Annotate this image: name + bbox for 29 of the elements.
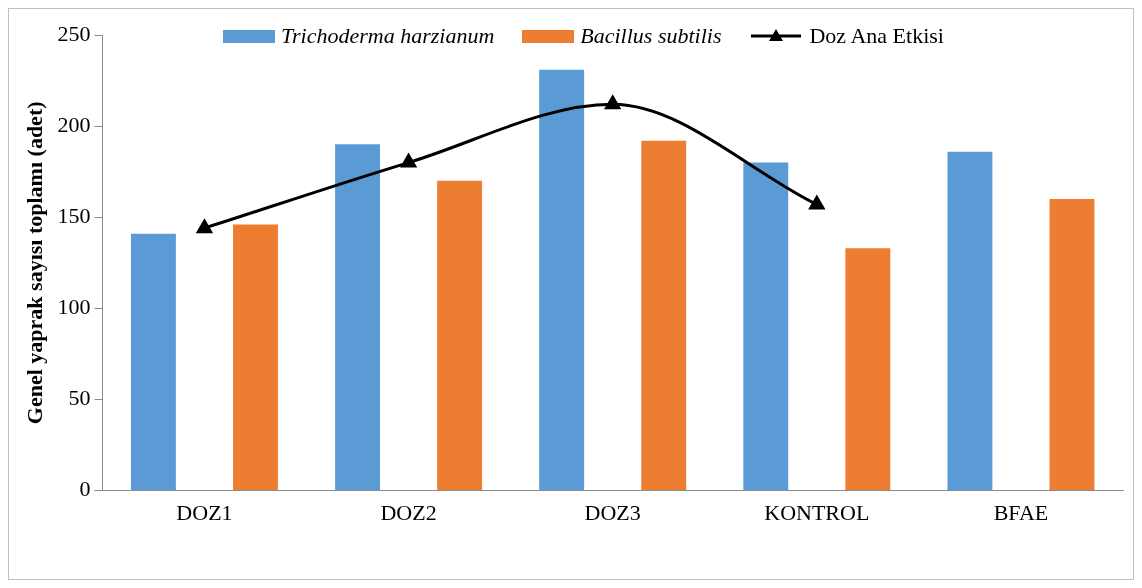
y-tick-label: 150 <box>57 203 91 229</box>
bar <box>947 151 993 491</box>
y-tick-label: 250 <box>57 20 91 46</box>
bar <box>335 144 380 491</box>
bar <box>1049 199 1095 491</box>
legend-label: Bacillus subtilis <box>580 23 722 49</box>
y-tick-label: 50 <box>68 385 91 411</box>
y-axis-title: Genel yaprak sayısı toplamı (adet) <box>21 101 47 425</box>
y-tick-label: 100 <box>57 294 91 320</box>
bar <box>130 233 176 491</box>
point <box>401 154 417 168</box>
legend-label: Doz Ana Etkisi <box>809 23 944 49</box>
point <box>809 195 825 210</box>
legend-label: Trichoderma harzianum <box>281 23 495 49</box>
point <box>196 219 213 234</box>
x-tick-label: DOZ1 <box>176 499 233 525</box>
bar <box>743 162 789 491</box>
x-tick-label: DOZ3 <box>584 499 641 525</box>
x-tick-label: DOZ2 <box>380 499 437 525</box>
bar <box>845 248 891 491</box>
y-tick-label: 0 <box>79 476 91 502</box>
x-tick-label: KONTROL <box>764 499 870 525</box>
bar <box>539 69 585 491</box>
y-tick-label: 200 <box>57 111 91 137</box>
x-tick-label: BFAE <box>993 499 1049 525</box>
bar <box>641 140 687 491</box>
point <box>605 95 621 110</box>
bar <box>437 180 483 491</box>
bar <box>233 224 278 491</box>
